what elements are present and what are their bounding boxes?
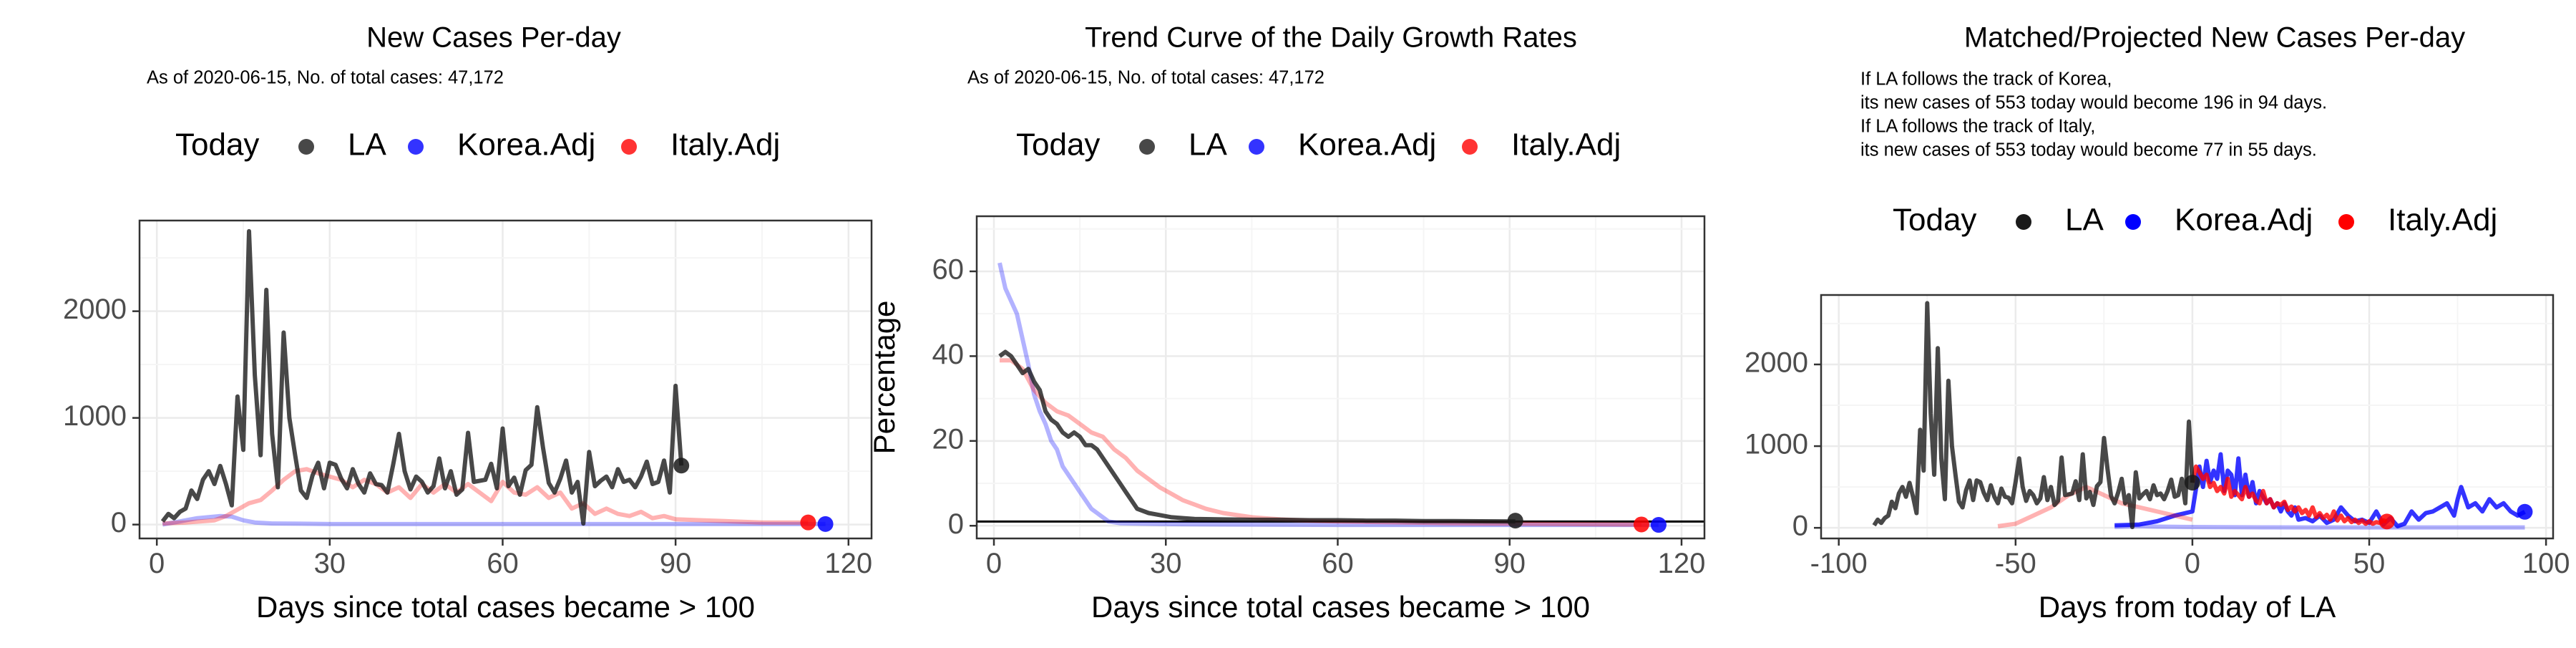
chart-note: As of 2020-06-15, No. of total cases: 47… bbox=[967, 68, 1324, 88]
x-tick-label: -100 bbox=[1810, 548, 1868, 579]
y-tick-label: 1000 bbox=[63, 400, 127, 432]
legend-swatch-la bbox=[1139, 139, 1155, 155]
y-tick-label: 40 bbox=[932, 339, 965, 370]
x-tick-label: 120 bbox=[1658, 548, 1706, 579]
legend-label-italy: Italy.Adj bbox=[670, 127, 780, 163]
y-tick-label: 2000 bbox=[1745, 347, 1808, 379]
chart-note: its new cases of 553 today would become … bbox=[1860, 93, 2327, 113]
chart-note: As of 2020-06-15, No. of total cases: 47… bbox=[147, 68, 504, 88]
legend-label-korea: Korea.Adj bbox=[1298, 127, 1436, 163]
today-point-italy bbox=[2379, 513, 2395, 530]
legend-swatch-korea bbox=[2125, 214, 2141, 230]
legend-label-italy: Italy.Adj bbox=[1511, 127, 1621, 163]
x-tick-label: 100 bbox=[2522, 548, 2570, 579]
x-tick-label: 50 bbox=[2353, 548, 2386, 579]
y-tick-label: 2000 bbox=[63, 294, 127, 325]
legend-label-la: LA bbox=[1189, 127, 1227, 163]
y-tick-label: 0 bbox=[948, 508, 964, 540]
legend-swatch-italy bbox=[621, 139, 637, 155]
today-point-italy bbox=[800, 514, 816, 531]
y-tick-label: 60 bbox=[932, 254, 965, 286]
chart-title: Trend Curve of the Daily Growth Rates bbox=[1085, 22, 1577, 54]
y-tick-label: 20 bbox=[932, 423, 965, 455]
series-line-italy bbox=[2190, 464, 2388, 526]
chart-note: If LA follows the track of Italy, bbox=[1860, 117, 2095, 137]
plot-background bbox=[977, 216, 1704, 538]
series-line-korea bbox=[2114, 523, 2525, 530]
panel-projected-cases: Matched/Projected New Cases Per-day If LA… bbox=[1745, 22, 2570, 624]
plot-frame bbox=[975, 215, 1706, 540]
legend-title: Today bbox=[1893, 203, 1976, 238]
x-tick-label: 30 bbox=[314, 548, 346, 579]
y-tick-label: 0 bbox=[111, 507, 127, 538]
chart-title: Matched/Projected New Cases Per-day bbox=[1964, 22, 2465, 54]
today-point-korea bbox=[2517, 503, 2533, 520]
legend-label-korea: Korea.Adj bbox=[2175, 203, 2313, 238]
panel-new-cases: New Cases Per-day As of 2020-06-15, No. o… bbox=[63, 22, 873, 624]
x-tick-label: 0 bbox=[2185, 548, 2200, 579]
x-tick-label: 0 bbox=[149, 548, 165, 579]
plot-frame bbox=[1820, 294, 2555, 540]
x-tick-label: 60 bbox=[1322, 548, 1354, 579]
x-axis-title: Days from today of LA bbox=[2039, 590, 2336, 624]
y-tick-label: 0 bbox=[1792, 511, 1808, 542]
legend-swatch-la bbox=[298, 139, 314, 155]
legend-label-italy: Italy.Adj bbox=[2388, 203, 2497, 238]
today-point-italy bbox=[1633, 516, 1649, 533]
plot-frame bbox=[138, 219, 873, 540]
series-line-korea bbox=[2114, 452, 2526, 528]
today-point-la bbox=[1507, 513, 1523, 529]
today-point-la bbox=[2184, 475, 2200, 491]
legend-title: Today bbox=[175, 127, 259, 163]
legend-swatch-la bbox=[2016, 214, 2031, 230]
series-line-korea bbox=[162, 513, 826, 527]
y-tick-label: 1000 bbox=[1745, 429, 1808, 460]
legend-swatch-italy bbox=[1462, 139, 1478, 155]
series-line-korea bbox=[997, 262, 1659, 528]
series-line-la bbox=[1872, 301, 2195, 529]
chart-note: If LA follows the track of Korea, bbox=[1860, 69, 2112, 90]
chart-title: New Cases Per-day bbox=[366, 22, 621, 54]
x-tick-label: 30 bbox=[1150, 548, 1182, 579]
chart-note: its new cases of 553 today would become … bbox=[1860, 140, 2317, 160]
legend-label-la: LA bbox=[348, 127, 386, 163]
x-tick-label: 90 bbox=[1493, 548, 1526, 579]
legend-label-la: LA bbox=[2065, 203, 2104, 238]
x-tick-label: 60 bbox=[487, 548, 519, 579]
today-point-la bbox=[673, 458, 690, 474]
x-axis-title: Days since total cases became > 100 bbox=[256, 590, 755, 624]
legend-title: Today bbox=[1016, 127, 1100, 163]
legend-label-korea: Korea.Adj bbox=[457, 127, 595, 163]
x-tick-label: -50 bbox=[1995, 548, 2036, 579]
series-line-la bbox=[998, 349, 1516, 524]
y-axis-title: Percentage bbox=[867, 301, 901, 455]
legend-swatch-korea bbox=[1249, 139, 1264, 155]
today-point-korea bbox=[1650, 517, 1667, 533]
x-tick-label: 0 bbox=[986, 548, 1002, 579]
legend-swatch-italy bbox=[2338, 214, 2354, 230]
x-axis-title: Days since total cases became > 100 bbox=[1091, 590, 1590, 624]
x-tick-label: 120 bbox=[824, 548, 872, 579]
panel-growth-rates: Trend Curve of the Daily Growth Rates As … bbox=[867, 22, 1705, 624]
x-tick-label: 90 bbox=[660, 548, 692, 579]
series-line-la bbox=[160, 228, 684, 526]
today-point-korea bbox=[817, 516, 834, 532]
legend-swatch-korea bbox=[408, 139, 424, 155]
